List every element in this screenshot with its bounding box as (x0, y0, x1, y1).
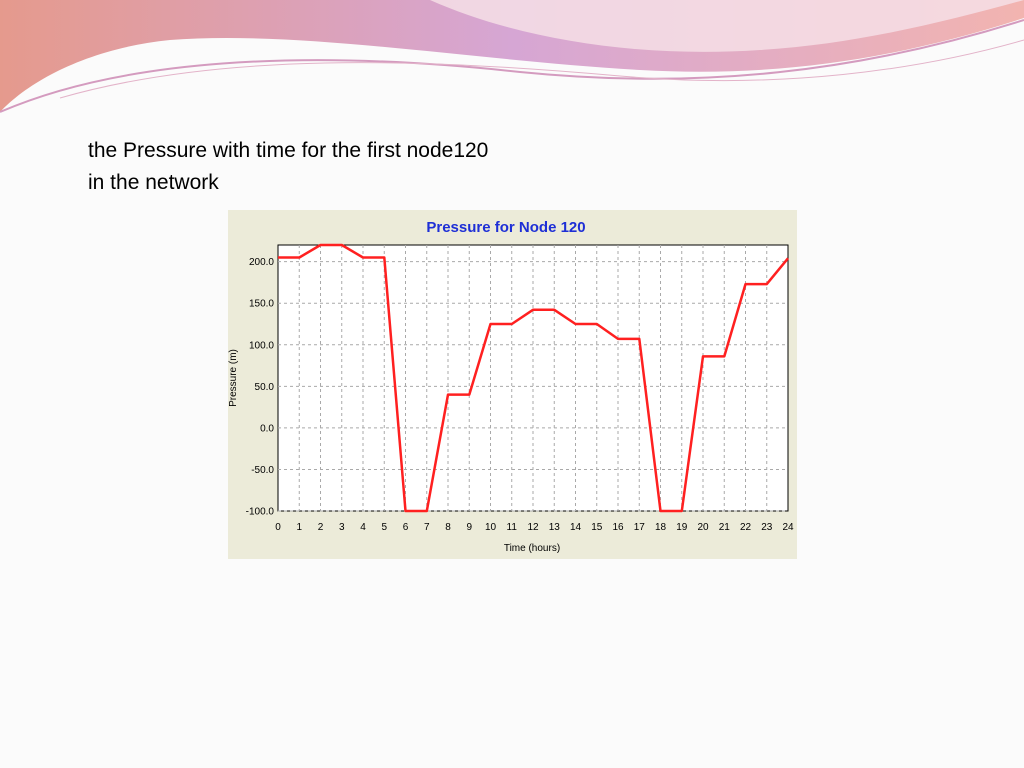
x-tick-label: 23 (761, 522, 773, 533)
y-tick-label: -50.0 (251, 465, 274, 476)
x-tick-label: 0 (275, 522, 281, 533)
x-tick-label: 17 (634, 522, 646, 533)
y-tick-labels: 200.0 150.0 100.0 50.0 0.0 -50.0 -100.0 (246, 257, 275, 517)
x-tick-label: 24 (782, 522, 794, 533)
decorative-banner (0, 0, 1024, 113)
x-tick-label: 16 (612, 522, 624, 533)
banner-wave-line-thin (59, 39, 1024, 99)
x-tick-labels: 0 1 2 3 4 5 6 7 8 9 10 11 12 13 14 15 16 17 18 19 20 21 22 23 24 (275, 522, 794, 533)
x-tick-label: 20 (697, 522, 709, 533)
y-axis-label: Pressure (m) (228, 349, 239, 407)
x-axis-label: Time (hours) (504, 543, 560, 554)
pressure-chart-panel: Pressure for Node 120 200.0 150.0 100.0 50.… (228, 210, 797, 559)
banner-wave-light (430, 0, 1024, 52)
x-tick-label: 13 (549, 522, 561, 533)
x-tick-label: 5 (381, 522, 387, 533)
x-tick-label: 15 (591, 522, 603, 533)
y-tick-label: 0.0 (260, 423, 274, 434)
x-tick-label: 19 (676, 522, 688, 533)
y-tick-label: 50.0 (255, 382, 275, 393)
y-tick-label: 100.0 (249, 340, 274, 351)
x-tick-label: 6 (403, 522, 409, 533)
x-tick-label: 2 (318, 522, 324, 533)
grid-lines (278, 245, 788, 512)
pressure-series-line (278, 243, 789, 513)
x-tick-label: 4 (360, 522, 366, 533)
x-tick-label: 7 (424, 522, 430, 533)
x-tick-label: 18 (655, 522, 667, 533)
slide-text-line-2: in the network (88, 171, 219, 194)
x-tick-label: 11 (507, 522, 518, 533)
x-tick-label: 3 (339, 522, 345, 533)
y-tick-label: -100.0 (246, 507, 275, 518)
y-tick-label: 150.0 (249, 299, 274, 310)
pressure-chart: Pressure for Node 120 200.0150.0100.050.… (228, 219, 794, 554)
x-tick-label: 1 (296, 522, 302, 533)
chart-title: Pressure for Node 120 (426, 219, 585, 236)
x-tick-label: 14 (570, 522, 582, 533)
x-tick-label: 12 (527, 522, 539, 533)
x-tick-label: 21 (719, 522, 731, 533)
x-tick-label: 22 (740, 522, 752, 533)
banner-wave-line (0, 19, 1024, 113)
x-tick-label: 10 (485, 522, 497, 533)
x-tick-label: 9 (466, 522, 472, 533)
x-tick-label: 8 (445, 522, 451, 533)
series-lines (278, 243, 789, 513)
slide-text-line-1: the Pressure with time for the first nod… (88, 139, 489, 162)
y-tick-label: 200.0 (249, 257, 274, 268)
